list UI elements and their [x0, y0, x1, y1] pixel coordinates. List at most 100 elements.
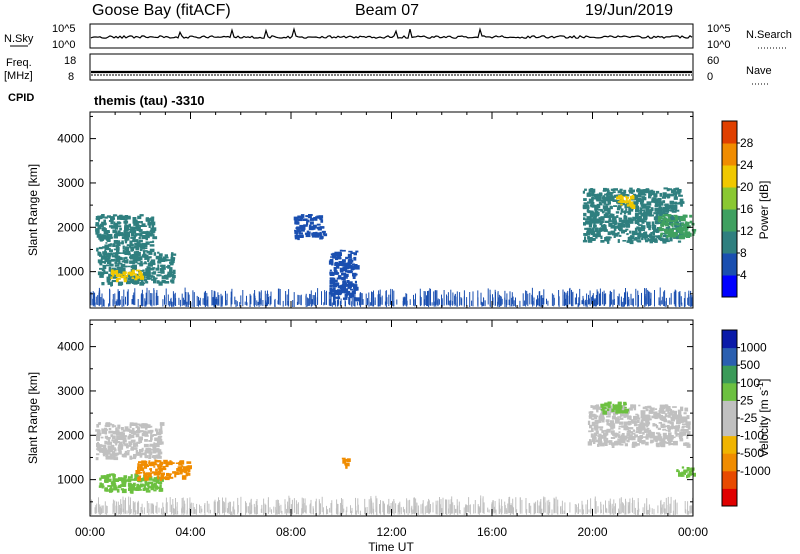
echo-cell [605, 437, 609, 441]
echo-cell [155, 443, 160, 448]
echo-cell [127, 231, 130, 236]
echo-cell [152, 434, 157, 436]
echo-cell [101, 428, 104, 432]
echo-cell [113, 457, 119, 461]
echo-cell [648, 509, 650, 515]
echo-cell [509, 496, 511, 513]
echo-cell [677, 227, 682, 232]
echo-cell [390, 503, 392, 514]
echo-cell [276, 509, 278, 514]
echo-cell [149, 230, 153, 233]
echo-cell [157, 251, 160, 254]
echo-cell [590, 433, 594, 438]
echo-cell [106, 505, 108, 515]
echo-cell [673, 228, 677, 230]
echo-cell [250, 295, 252, 305]
echo-cell [511, 292, 513, 305]
echo-cell [675, 416, 680, 420]
echo-cell [439, 497, 440, 513]
echo-cell [686, 467, 690, 471]
echo-cell [600, 220, 603, 224]
echo-cell [104, 430, 108, 435]
echo-cell [111, 473, 115, 476]
echo-cell [276, 499, 278, 515]
echo-cell [448, 300, 450, 306]
echo-cell [645, 288, 647, 305]
echo-cell [595, 439, 598, 443]
noise-left-tick-bottom: 10^0 [52, 39, 76, 51]
echo-cell [246, 302, 248, 306]
echo-cell [526, 511, 527, 515]
echo-cell [157, 472, 163, 475]
echo-cell [133, 505, 134, 513]
echo-cell [640, 203, 645, 207]
echo-cell [422, 500, 424, 515]
echo-cell [139, 248, 143, 252]
echo-cell [315, 292, 316, 307]
echo-cell [668, 412, 673, 416]
echo-cell [675, 226, 680, 228]
echo-cell [513, 507, 514, 515]
echo-cell [149, 217, 155, 221]
echo-cell [602, 410, 607, 415]
echo-cell [129, 260, 133, 264]
echo-cell [109, 220, 114, 222]
x-axis-label: Time UT [368, 540, 414, 554]
echo-cell [653, 201, 658, 204]
echo-cell [658, 216, 663, 220]
colorbar-segment [722, 143, 737, 166]
echo-cell [574, 504, 576, 515]
echo-cell [396, 299, 398, 305]
echo-cell [347, 270, 353, 274]
echo-cell [355, 288, 359, 291]
echo-cell [604, 429, 608, 432]
echo-cell [442, 497, 444, 515]
echo-cell [108, 448, 112, 452]
echo-cell [334, 254, 337, 258]
echo-cell [353, 289, 355, 306]
echo-cell [647, 237, 650, 242]
echo-cell [492, 500, 494, 514]
echo-cell [134, 473, 138, 476]
echo-cell [674, 427, 680, 432]
x-tick-label: 16:00 [477, 525, 507, 539]
echo-cell [170, 258, 175, 264]
echo-cell [349, 293, 352, 299]
echo-cell [95, 296, 97, 305]
echo-cell [608, 440, 611, 445]
echo-cell [115, 430, 120, 435]
echo-cell [352, 263, 356, 266]
echo-cell [615, 503, 616, 515]
echo-cell [297, 219, 303, 222]
echo-cell [668, 432, 672, 436]
echo-cell [639, 210, 642, 214]
echo-cell [308, 214, 313, 216]
echo-cell [365, 507, 366, 515]
echo-cell [279, 289, 281, 306]
echo-cell [215, 298, 217, 307]
echo-cell [562, 508, 563, 514]
echo-cell [123, 500, 125, 514]
echo-cell [621, 440, 626, 444]
echo-cell [104, 216, 108, 219]
echo-cell [129, 246, 135, 249]
echo-cell [414, 299, 416, 307]
colorbar-tick-label: -500 [740, 446, 764, 460]
echo-cell [602, 291, 604, 305]
echo-cell [441, 294, 442, 306]
echo-cell [633, 415, 638, 421]
echo-cell [620, 299, 622, 306]
echo-cell [620, 208, 624, 213]
echo-cell [162, 506, 164, 515]
echo-cell [610, 188, 616, 191]
echo-cell [594, 227, 599, 232]
echo-cell [116, 299, 118, 306]
echo-cell [649, 239, 654, 244]
echo-cell [628, 207, 634, 212]
echo-cell [164, 256, 169, 259]
echo-cell [344, 270, 349, 273]
echo-cell [590, 238, 596, 240]
echo-cell [384, 301, 386, 306]
echo-cell [157, 295, 159, 305]
echo-cell [102, 451, 108, 456]
